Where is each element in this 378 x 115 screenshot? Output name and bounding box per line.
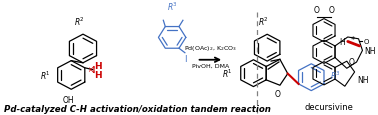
Text: O: O [275, 89, 281, 98]
Text: O: O [363, 39, 369, 45]
Text: $R^2$: $R^2$ [258, 16, 269, 28]
Text: Pd-catalyzed C-H activation/oxidation tandem reaction: Pd-catalyzed C-H activation/oxidation ta… [4, 104, 271, 113]
Text: O: O [313, 6, 319, 15]
Text: $R^3$: $R^3$ [330, 69, 341, 81]
Text: $R^1$: $R^1$ [40, 69, 51, 81]
Text: H: H [339, 38, 345, 47]
Text: decursivine: decursivine [304, 102, 353, 111]
Text: $R^3$: $R^3$ [167, 1, 178, 13]
Text: Pd(OAc)$_2$, K$_2$CO$_3$: Pd(OAc)$_2$, K$_2$CO$_3$ [184, 43, 237, 52]
Text: *: * [351, 36, 355, 45]
Text: I: I [184, 55, 187, 64]
Text: O: O [349, 58, 355, 67]
Text: H: H [94, 70, 102, 79]
Text: $R^2$: $R^2$ [74, 16, 85, 28]
Text: OH: OH [62, 95, 74, 104]
Text: PivOH, DMA: PivOH, DMA [192, 63, 229, 68]
Text: NH: NH [364, 46, 376, 55]
Text: NH: NH [358, 75, 369, 84]
Text: O: O [329, 6, 335, 15]
Text: $R^1$: $R^1$ [222, 67, 233, 80]
Text: H: H [94, 61, 102, 70]
